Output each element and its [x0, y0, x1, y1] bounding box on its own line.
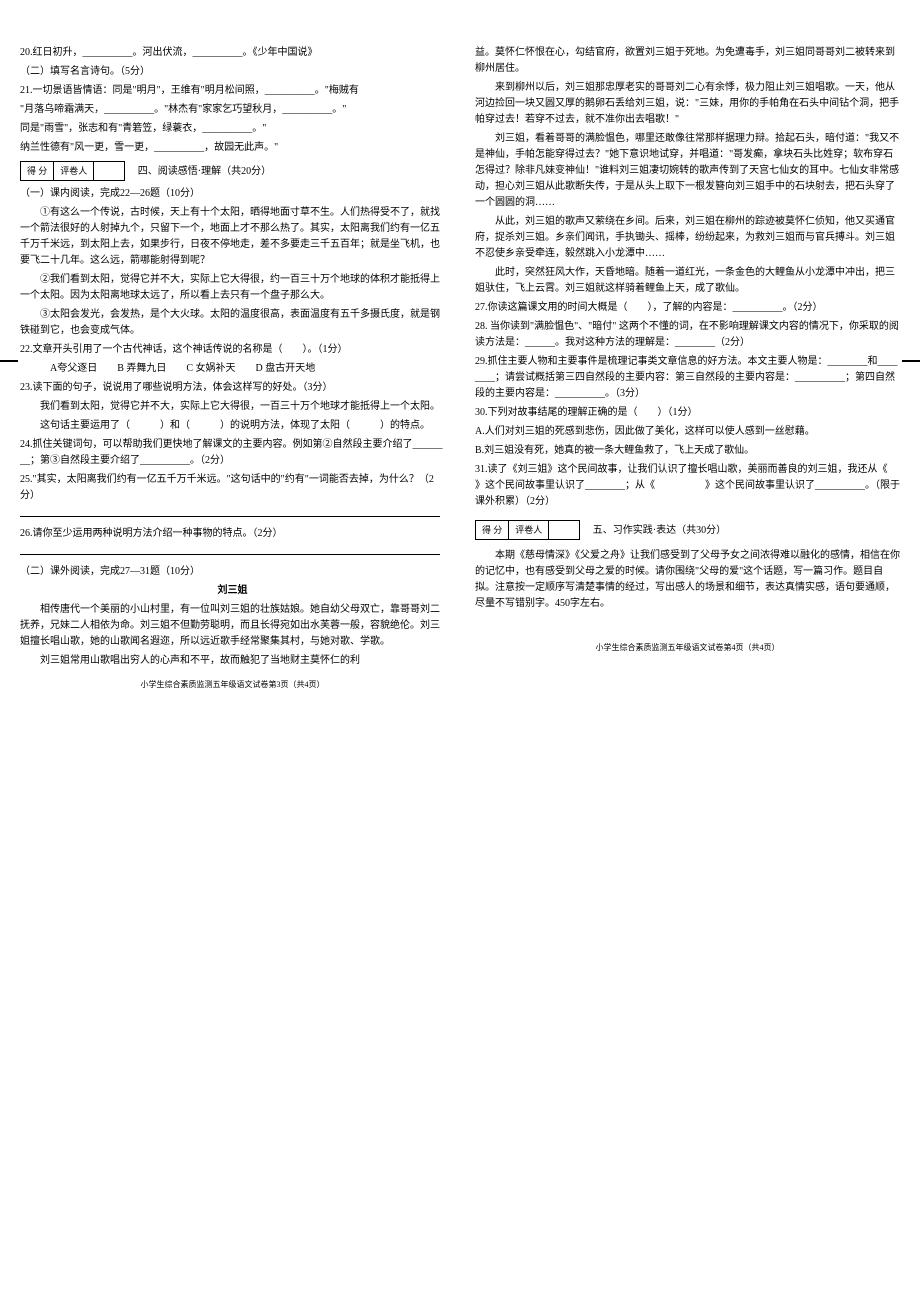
passage-p2: ②我们看到太阳，觉得它并不大，实际上它大得很，约一百三十万个地球的体积才能抵得上… [20, 272, 445, 304]
answer-line [20, 545, 445, 561]
q30: 30.下列对故事结尾的理解正确的是（ ）（1分） [475, 405, 900, 421]
grader-label: 评卷人 [54, 162, 94, 180]
passage-p1: ①有这么一个传说，古时候，天上有十个太阳，晒得地面寸草不生。人们热得受不了，就找… [20, 205, 445, 269]
q23-text: 我们看到太阳，觉得它并不大，实际上它大得很，一百三十万个地球才能抵得上一个太阳。 [20, 399, 445, 415]
q29: 29.抓住主要人物和主要事件是梳理记事类文章信息的好方法。本文主要人物是：___… [475, 354, 900, 402]
essay-prompt: 本期《慈母情深》《父爱之舟》让我们感受到了父母予女之间浓得难以融化的感情，相信在… [475, 548, 900, 612]
story-p6: 从此，刘三姐的歌声又萦绕在乡间。后来，刘三姐在柳州的踪迹被莫怀仁侦知，他又买通官… [475, 214, 900, 262]
left-column: 20.红日初升，__________。河出伏流，__________。《少年中国… [20, 45, 445, 1257]
q28: 28. 当你读到"满脸愠色"、"暗付" 这两个不懂的词，在不影响理解课文内容的情… [475, 319, 900, 351]
section4-title: 四、阅读感悟·理解（共20分） [138, 164, 271, 180]
q23-blank: 这句话主要运用了（ ）和（ ）的说明方法，体现了太阳（ ）的特点。 [20, 418, 445, 434]
q25: 25."其实，太阳离我们约有一亿五千万千米远。"这句话中的"约有"一词能否去掉，… [20, 472, 445, 504]
story-p7: 此时，突然狂风大作，天昏地暗。随着一道红光，一条金色的大鲤鱼从小龙潭中冲出，把三… [475, 265, 900, 297]
story-p4: 来到柳州以后，刘三姐那忠厚老实的哥哥刘二心有余悸，极力阻止刘三姐唱歌。一天，他从… [475, 80, 900, 128]
blank-cell [94, 162, 124, 180]
q21-l2: "月落乌啼霜满天，__________。"林杰有"家家乞巧望秋月，_______… [20, 102, 445, 118]
score-label: 得 分 [476, 521, 509, 539]
reading2-title: （二）课外阅读，完成27—31题（10分） [20, 564, 445, 580]
grader-label: 评卷人 [509, 521, 549, 539]
passage-p3: ③太阳会发光，会发热，是个大火球。太阳的温度很高，表面温度有五千多摄氏度，就是钢… [20, 307, 445, 339]
q20: 20.红日初升，__________。河出伏流，__________。《少年中国… [20, 45, 445, 61]
story-p1: 相传唐代一个美丽的小山村里，有一位叫刘三姐的壮族姑娘。她自幼父母双亡，靠哥哥刘二… [20, 602, 445, 650]
q21-l1: 21.一切景语皆情语：同是"明月"，王维有"明月松间照，__________。"… [20, 83, 445, 99]
q22: 22.文章开头引用了一个古代神话，这个神话传说的名称是（ ）。（1分） [20, 342, 445, 358]
story-p2: 刘三姐常用山歌唱出穷人的心声和不平，故而触犯了当地财主莫怀仁的利 [20, 653, 445, 669]
story-p3: 益。莫怀仁怀恨在心，勾结官府，欲置刘三姐于死地。为免遭毒手，刘三姐同哥哥刘二被转… [475, 45, 900, 77]
score-box: 得 分 评卷人 [20, 161, 125, 181]
page-footer-right: 小学生综合素质监测五年级语文试卷第4页（共4页） [475, 642, 900, 655]
score-row: 得 分 评卷人 四、阅读感悟·理解（共20分） [20, 159, 445, 183]
q24: 24.抓住关键词句，可以帮助我们更快地了解课文的主要内容。例如第②自然段主要介绍… [20, 437, 445, 469]
q21-l4: 纳兰性德有"风一更，雪一更，__________，故园无此声。" [20, 140, 445, 156]
answer-line [20, 507, 445, 523]
q31: 31.读了《刘三姐》这个民间故事，让我们认识了擅长唱山歌，美丽而善良的刘三姐，我… [475, 462, 900, 510]
section2-title: （二）填写名言诗句。（5分） [20, 64, 445, 80]
q30b: B.刘三姐没有死，她真的被一条大鲤鱼救了，飞上天成了歌仙。 [475, 443, 900, 459]
score-box-2: 得 分 评卷人 [475, 520, 580, 540]
page-footer-left: 小学生综合素质监测五年级语文试卷第3页（共4页） [20, 679, 445, 692]
q26: 26.请你至少运用两种说明方法介绍一种事物的特点。（2分） [20, 526, 445, 542]
right-column: 益。莫怀仁怀恨在心，勾结官府，欲置刘三姐于死地。为免遭毒手，刘三姐同哥哥刘二被转… [475, 45, 900, 1257]
reading1-title: （一）课内阅读，完成22—26题（10分） [20, 186, 445, 202]
score-row-2: 得 分 评卷人 五、习作实践·表达（共30分） [475, 518, 900, 542]
q23: 23.读下面的句子，说说用了哪些说明方法，体会这样写的好处。（3分） [20, 380, 445, 396]
q30a: A.人们对刘三姐的死感到悲伤，因此做了美化，这样可以使人感到一丝慰藉。 [475, 424, 900, 440]
blank-cell [549, 521, 579, 539]
q22-choices: A夸父逐日 B 弄舞九日 C 女娲补天 D 盘古开天地 [20, 361, 445, 377]
q21-l3: 同是"雨雪"，张志和有"青箬笠，绿蓑衣，__________。" [20, 121, 445, 137]
section5-title: 五、习作实践·表达（共30分） [593, 523, 726, 539]
story-p5: 刘三姐，看着哥哥的满脸愠色，哪里还敢像往常那样据理力辩。拾起石头，暗付道："我又… [475, 131, 900, 211]
story-title: 刘三姐 [20, 583, 445, 599]
q27: 27.你读这篇课文用的时间大概是（ ），了解的内容是：__________。（2… [475, 300, 900, 316]
score-label: 得 分 [21, 162, 54, 180]
